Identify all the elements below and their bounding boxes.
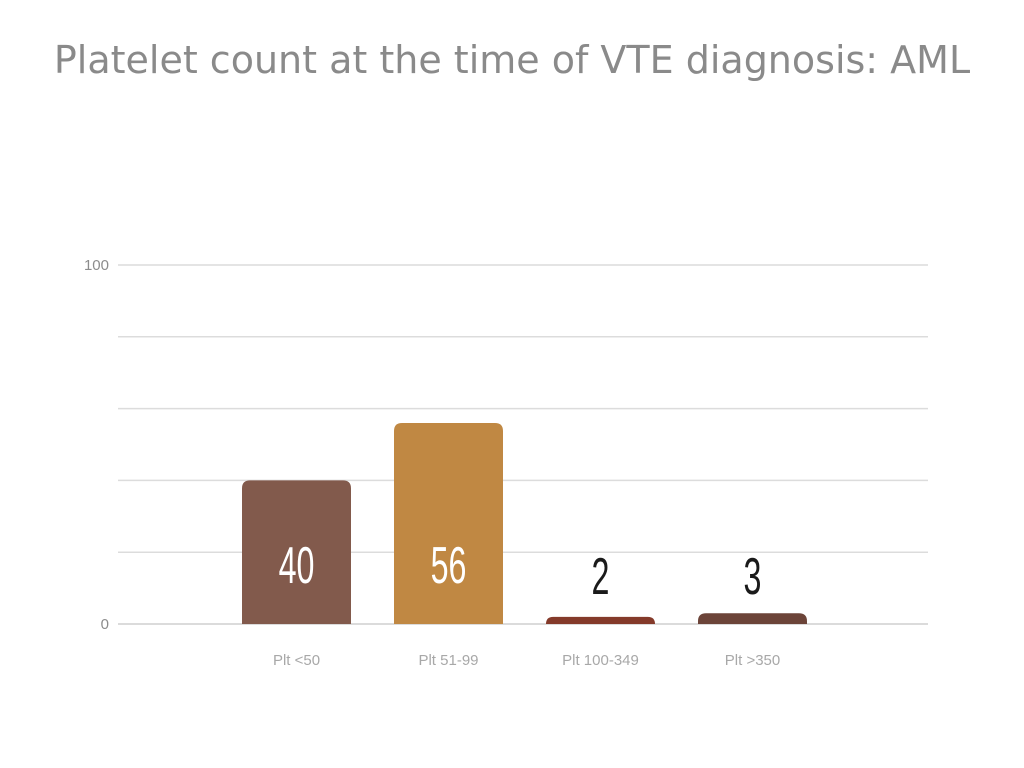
bar xyxy=(546,616,655,624)
page-title: Platelet count at the time of VTE diagno… xyxy=(53,38,971,82)
gridlines xyxy=(118,264,928,625)
bar xyxy=(698,613,807,624)
y-axis-ticks: 0 100 xyxy=(84,257,109,633)
data-label: 2 xyxy=(592,548,610,606)
x-tick-label: Plt <50 xyxy=(273,652,320,669)
data-label: 3 xyxy=(744,548,762,606)
bar xyxy=(394,422,503,624)
x-tick-label: Plt 100-349 xyxy=(562,652,639,669)
y-tick-label: 100 xyxy=(84,257,109,274)
bars xyxy=(242,422,807,624)
x-tick-label: Plt >350 xyxy=(725,652,780,669)
y-tick-label: 0 xyxy=(101,616,109,633)
data-label: 40 xyxy=(279,537,315,595)
x-axis-ticks: Plt <50 Plt 51-99 Plt 100-349 Plt >350 xyxy=(273,652,780,669)
x-tick-label: Plt 51-99 xyxy=(418,652,478,669)
bar xyxy=(242,480,351,624)
data-label: 56 xyxy=(431,537,467,595)
data-labels: 40 56 2 3 xyxy=(279,537,762,606)
